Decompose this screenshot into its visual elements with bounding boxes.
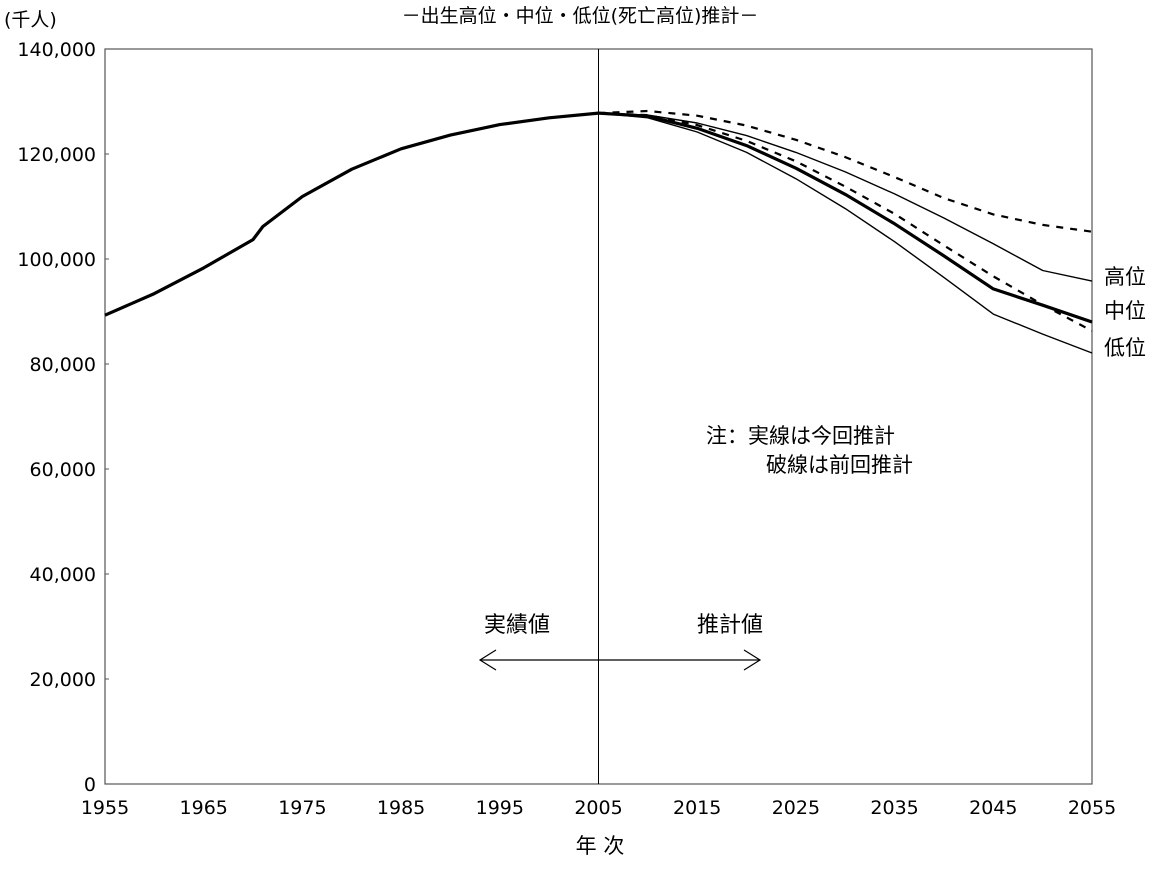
- series-line-0: [104, 111, 599, 317]
- x-tick-label: 2015: [673, 797, 721, 819]
- y-axis-label: (千人): [4, 9, 57, 31]
- chart-title: －出生高位・中位・低位(死亡高位)推計－: [402, 5, 759, 27]
- x-tick-label: 2055: [1068, 797, 1116, 819]
- y-tick-label: 60,000: [30, 459, 96, 481]
- x-axis-label: 年 次: [576, 834, 625, 858]
- series-line-4: [598, 109, 1093, 233]
- y-tick-label: 120,000: [17, 144, 96, 166]
- x-tick-label: 2005: [574, 797, 622, 819]
- y-tick-label: 0: [84, 774, 96, 796]
- region-label-actual: 実績値: [484, 613, 550, 638]
- note-line-2: 破線は前回推計: [766, 453, 913, 477]
- note-line-1: 注：実線は今回推計: [706, 424, 895, 448]
- y-tick-label: 40,000: [30, 564, 96, 586]
- y-tick-label: 20,000: [30, 669, 96, 691]
- x-tick-label: 1965: [180, 797, 228, 819]
- series-line-2: [598, 111, 1093, 324]
- end-label-medium: 中位: [1104, 299, 1146, 323]
- x-tick-label: 2045: [969, 797, 1017, 819]
- y-tick-label: 100,000: [17, 249, 96, 271]
- x-tick-label: 1985: [377, 797, 425, 819]
- x-tick-label: 1995: [476, 797, 524, 819]
- series-line-5: [598, 112, 1093, 332]
- x-tick-label: 1955: [81, 797, 129, 819]
- end-label-low: 低位: [1104, 336, 1146, 360]
- series-group: [104, 109, 1093, 354]
- y-tick-label: 80,000: [30, 354, 96, 376]
- region-label-projection: 推計値: [697, 613, 763, 638]
- x-tick-label: 2035: [870, 797, 918, 819]
- double-arrow-icon: [478, 649, 762, 671]
- x-tick-label: 1975: [278, 797, 326, 819]
- y-axis: 0 20,000 40,000 60,000 80,000 100,000 120,000 1…: [17, 39, 109, 796]
- y-tick-label: 140,000: [17, 39, 96, 61]
- series-line-3: [598, 112, 1093, 354]
- end-label-high: 高位: [1104, 265, 1146, 289]
- series-line-1: [598, 112, 1093, 282]
- x-tick-label: 2025: [772, 797, 820, 819]
- x-axis: 1955 1965 1975 1985 1995 2005 2015 2025 2035 2045…: [81, 797, 1116, 819]
